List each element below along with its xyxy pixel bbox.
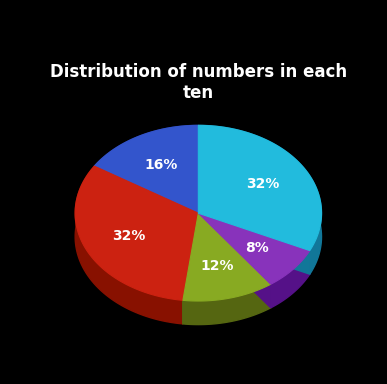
Polygon shape xyxy=(183,284,271,324)
Polygon shape xyxy=(199,213,310,274)
Polygon shape xyxy=(94,125,199,190)
Text: 12%: 12% xyxy=(200,259,234,273)
Text: 8%: 8% xyxy=(245,241,269,255)
Polygon shape xyxy=(199,125,322,251)
Polygon shape xyxy=(94,166,199,237)
Polygon shape xyxy=(183,213,271,301)
Polygon shape xyxy=(271,251,310,308)
Polygon shape xyxy=(94,125,199,213)
Polygon shape xyxy=(199,213,271,308)
Text: 32%: 32% xyxy=(113,229,146,243)
Text: Distribution of numbers in each
ten: Distribution of numbers in each ten xyxy=(50,63,347,102)
Polygon shape xyxy=(75,166,199,300)
Text: 32%: 32% xyxy=(246,177,279,191)
Polygon shape xyxy=(183,213,199,324)
Polygon shape xyxy=(199,213,271,308)
Polygon shape xyxy=(199,213,310,284)
Polygon shape xyxy=(199,213,310,274)
Polygon shape xyxy=(199,125,322,274)
Polygon shape xyxy=(75,166,183,324)
Polygon shape xyxy=(183,213,199,324)
Polygon shape xyxy=(94,166,199,237)
Text: 16%: 16% xyxy=(145,159,178,172)
